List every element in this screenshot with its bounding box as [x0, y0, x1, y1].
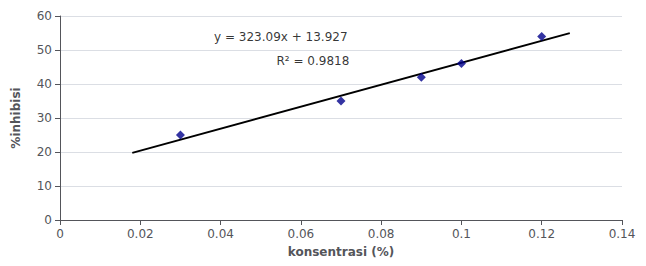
svg-text:0.1: 0.1 — [452, 227, 471, 241]
svg-text:30: 30 — [37, 111, 52, 125]
svg-text:0: 0 — [44, 213, 52, 227]
svg-text:40: 40 — [37, 77, 52, 91]
svg-text:0: 0 — [56, 227, 64, 241]
svg-text:0.12: 0.12 — [528, 227, 555, 241]
svg-text:60: 60 — [37, 9, 52, 23]
svg-text:20: 20 — [37, 145, 52, 159]
svg-text:0.06: 0.06 — [287, 227, 314, 241]
svg-text:y = 323.09x + 13.927: y = 323.09x + 13.927 — [214, 30, 348, 44]
svg-text:konsentrasi (%): konsentrasi (%) — [288, 245, 394, 259]
svg-text:%inhibisi: %inhibisi — [9, 87, 23, 148]
svg-text:10: 10 — [37, 179, 52, 193]
svg-text:0.14: 0.14 — [609, 227, 636, 241]
svg-text:0.02: 0.02 — [127, 227, 154, 241]
svg-text:0.04: 0.04 — [207, 227, 234, 241]
svg-text:0.08: 0.08 — [368, 227, 395, 241]
svg-text:R² = 0.9818: R² = 0.9818 — [276, 54, 349, 68]
svg-text:50: 50 — [37, 43, 52, 57]
